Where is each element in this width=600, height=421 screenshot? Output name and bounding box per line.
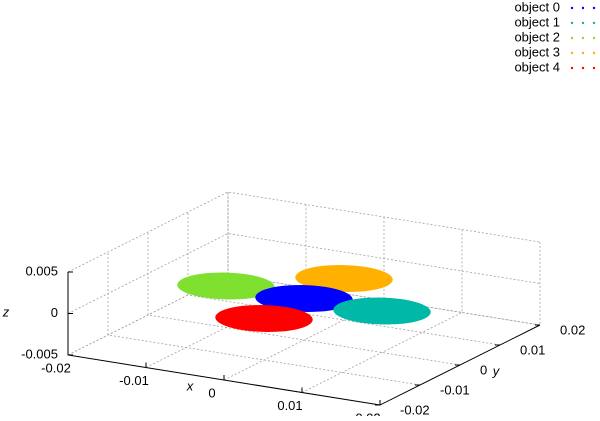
object-cloud xyxy=(255,284,353,313)
legend-label: object 4 xyxy=(514,59,560,74)
y-tick-label: -0.02 xyxy=(400,402,430,416)
legend-label: object 1 xyxy=(514,14,560,29)
legend-marker xyxy=(592,36,596,40)
x-tick-label: -0.01 xyxy=(119,373,149,388)
legend-marker xyxy=(592,51,596,55)
y-tick-label: 0 xyxy=(480,362,487,377)
grid-line xyxy=(67,274,541,356)
legend-marker xyxy=(581,51,585,55)
z-tick-label: 0 xyxy=(51,305,58,320)
object-cloud xyxy=(333,297,431,325)
legend-marker xyxy=(592,21,596,25)
grid-line xyxy=(67,233,541,314)
y-tick-label: 0.01 xyxy=(520,342,545,357)
legend-marker xyxy=(581,66,585,70)
object-cloud xyxy=(177,272,275,300)
legend-marker xyxy=(592,66,596,70)
z-tick-label: 0.005 xyxy=(25,263,58,278)
x-tick-label: -0.02 xyxy=(41,360,71,375)
x-axis-label: x xyxy=(186,378,194,393)
legend-marker xyxy=(570,6,574,10)
legend-marker xyxy=(570,36,574,40)
grid-line xyxy=(187,212,501,346)
legend-label: object 3 xyxy=(514,44,560,59)
y-tick-label: -0.01 xyxy=(440,382,470,397)
legend-marker xyxy=(570,66,574,70)
legend-marker xyxy=(581,6,585,10)
grid-line xyxy=(107,252,421,386)
z-axis-label: z xyxy=(2,304,10,319)
z-tick-label: -0.005 xyxy=(21,346,58,361)
legend-marker xyxy=(570,51,574,55)
legend-marker xyxy=(581,21,585,25)
grid-line xyxy=(67,191,541,273)
legend-marker xyxy=(581,36,585,40)
legend-label: object 2 xyxy=(514,29,560,44)
object-cloud xyxy=(215,304,313,333)
x-tick-label: 0.01 xyxy=(277,398,302,413)
legend-marker xyxy=(570,21,574,25)
x-tick-label: 0 xyxy=(208,385,215,400)
y-axis-label: y xyxy=(492,363,501,378)
grid-line xyxy=(147,232,461,366)
object-cloud xyxy=(295,264,393,293)
legend-marker xyxy=(592,6,596,10)
x-tick-label: 0.02 xyxy=(355,410,380,416)
legend-label: object 0 xyxy=(514,0,560,14)
y-tick-label: 0.02 xyxy=(560,322,585,337)
